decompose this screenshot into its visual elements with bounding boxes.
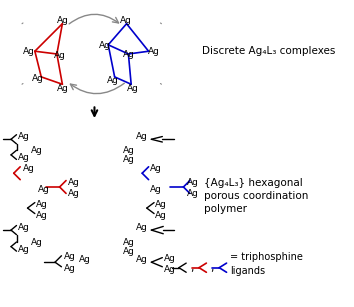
Text: Ag: Ag (107, 76, 119, 85)
Text: Ag: Ag (64, 252, 76, 261)
Text: Ag: Ag (148, 47, 160, 56)
Text: Ag: Ag (120, 17, 132, 25)
Text: Ag: Ag (150, 164, 162, 173)
Text: Ag: Ag (32, 74, 44, 83)
Text: Ag: Ag (136, 223, 148, 232)
Text: Ag: Ag (38, 185, 50, 194)
Text: Ag: Ag (18, 223, 30, 232)
Text: Ag: Ag (164, 265, 176, 274)
Text: Ag: Ag (31, 146, 42, 155)
Text: Ag: Ag (99, 41, 110, 50)
Text: Ag: Ag (23, 164, 35, 173)
Text: Ag: Ag (64, 264, 76, 273)
Text: = triphosphine
ligands: = triphosphine ligands (230, 252, 303, 276)
Text: ,: , (190, 263, 193, 273)
Text: Ag: Ag (36, 200, 48, 209)
Text: Ag: Ag (127, 84, 139, 93)
Text: Ag: Ag (164, 254, 176, 263)
Text: Ag: Ag (23, 47, 35, 56)
Text: Ag: Ag (68, 189, 79, 198)
Text: Ag: Ag (122, 146, 135, 155)
Text: Discrete Ag₄L₃ complexes: Discrete Ag₄L₃ complexes (202, 46, 335, 56)
Text: Ag: Ag (57, 84, 69, 93)
Text: Ag: Ag (54, 51, 65, 60)
Text: {Ag₄L₃} hexagonal
porous coordination
polymer: {Ag₄L₃} hexagonal porous coordination po… (204, 178, 308, 214)
Text: Ag: Ag (68, 178, 79, 187)
Text: Ag: Ag (122, 238, 135, 247)
Text: Ag: Ag (36, 211, 48, 220)
Text: Ag: Ag (79, 255, 91, 264)
Text: Ag: Ag (122, 247, 135, 256)
Text: Ag: Ag (155, 211, 166, 220)
Text: Ag: Ag (136, 255, 148, 264)
Text: Ag: Ag (18, 245, 30, 254)
Text: Ag: Ag (187, 178, 199, 187)
Text: Ag: Ag (57, 17, 69, 25)
Text: Ag: Ag (18, 132, 30, 141)
Text: Ag: Ag (122, 155, 135, 164)
Text: Ag: Ag (18, 153, 30, 162)
Text: ,: , (210, 263, 213, 273)
Text: Ag: Ag (136, 132, 148, 141)
Text: Ag: Ag (124, 50, 135, 59)
Text: Ag: Ag (187, 189, 199, 198)
Text: Ag: Ag (155, 200, 166, 209)
Text: Ag: Ag (150, 185, 162, 194)
Text: Ag: Ag (31, 238, 42, 247)
